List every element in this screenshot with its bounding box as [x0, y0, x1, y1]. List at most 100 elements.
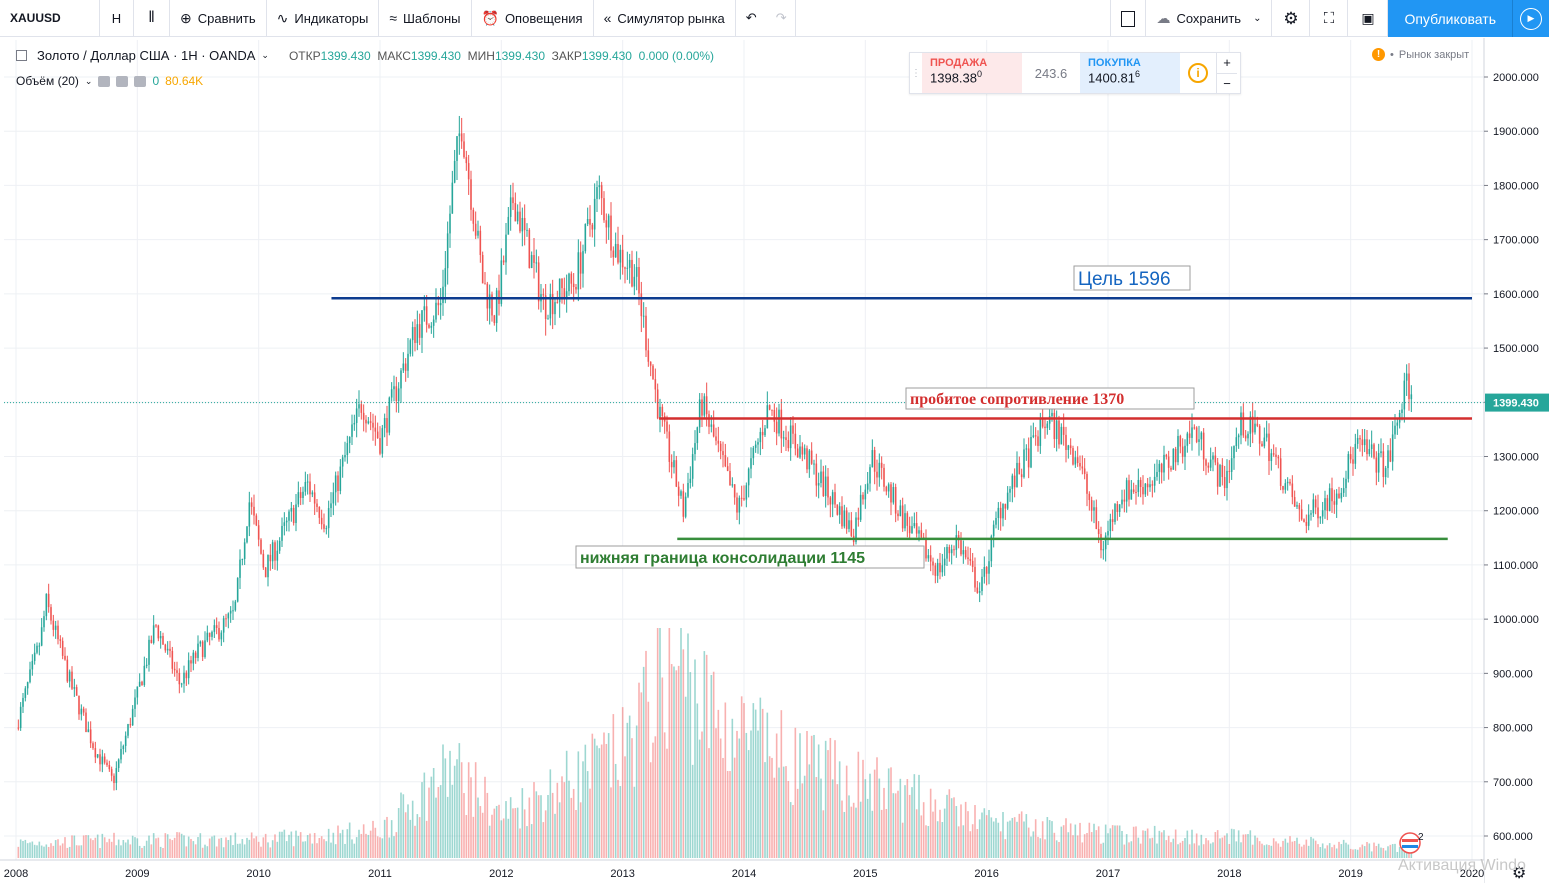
sell-button[interactable]: ПРОДАЖА 1398.380 — [922, 53, 1022, 93]
volume-label[interactable]: Объём (20) — [16, 74, 79, 88]
candle-body — [208, 632, 211, 637]
close-icon[interactable] — [134, 75, 147, 87]
volume-bar — [1079, 822, 1081, 858]
candle-body — [269, 554, 272, 562]
screenshot-button[interactable]: ▣ — [1348, 0, 1389, 37]
volume-bar — [1104, 824, 1107, 858]
plus-icon[interactable]: + — [1223, 55, 1231, 71]
candle-body — [645, 315, 647, 351]
candle-body — [1277, 456, 1280, 459]
candle-body — [85, 712, 87, 733]
volume-value: 0 — [152, 74, 160, 88]
volume-bar — [617, 779, 619, 858]
volume-bar — [283, 829, 286, 858]
volume-bar — [213, 835, 216, 858]
volume-bar — [1307, 845, 1310, 858]
candle-body — [36, 645, 38, 653]
symbol-title[interactable]: Золото / Доллар США · 1Н · OANDA — [37, 48, 256, 63]
volume-bar — [703, 651, 706, 858]
indicators-button[interactable]: ∿ Индикаторы — [267, 0, 380, 37]
publish-button[interactable]: Опубликовать — [1388, 0, 1512, 37]
market-status[interactable]: ! • Рынок закрыт — [1372, 48, 1469, 61]
indicators-label: Индикаторы — [294, 10, 369, 26]
candle-body — [1023, 449, 1025, 478]
volume-bar — [192, 841, 195, 858]
candle-body — [710, 424, 713, 427]
price-tick-label: 600.000 — [1493, 831, 1533, 843]
price-tick-label: 1100.000 — [1493, 560, 1538, 572]
fullscreen-button[interactable]: ⛶ — [1310, 0, 1349, 37]
candle-body — [274, 542, 276, 561]
eye-icon[interactable] — [98, 75, 111, 87]
volume-bar — [295, 830, 297, 858]
buy-button[interactable]: ПОКУПКА 1400.816 — [1080, 53, 1180, 93]
candle-body — [675, 460, 678, 487]
candle-body — [297, 492, 300, 505]
candle-body — [542, 294, 545, 296]
volume-bar — [745, 732, 748, 858]
save-button[interactable]: ☁ Сохранить ⌄ — [1146, 0, 1273, 37]
redo-icon: ↷ — [775, 10, 787, 25]
volume-bar — [586, 771, 589, 858]
layout-button[interactable] — [1110, 0, 1147, 37]
gear-icon[interactable] — [116, 75, 129, 87]
volume-bar — [365, 833, 367, 858]
candle-body — [185, 672, 188, 679]
price-chart[interactable]: Цель 1596 пробитое сопротивление 1370 нижн… — [0, 38, 1549, 883]
volume-bar — [866, 798, 869, 858]
volume-bars — [17, 628, 1413, 858]
undo-button[interactable]: ↶ — [736, 0, 766, 37]
volume-bar — [215, 846, 218, 858]
chevron-down-icon[interactable]: ⌄ — [84, 75, 93, 86]
volume-bar — [999, 831, 1002, 858]
candle-body — [453, 160, 456, 183]
candle-body — [1107, 531, 1109, 536]
candle-body — [537, 262, 540, 302]
volume-bar — [687, 633, 689, 858]
templates-button[interactable]: ≈ Шаблоны — [379, 0, 472, 37]
candle-body — [1314, 499, 1317, 508]
volume-bar — [1403, 846, 1406, 858]
chevron-down-icon[interactable]: ⌄ — [261, 50, 269, 60]
candle-body — [257, 525, 260, 540]
candle-body — [106, 762, 108, 766]
candle-body — [754, 444, 757, 448]
alerts-button[interactable]: ⏰ Оповещения — [472, 0, 594, 37]
candle-body — [519, 211, 521, 232]
candle-body — [1223, 477, 1226, 489]
compare-button[interactable]: ⊕ Сравнить — [170, 0, 267, 37]
candle-body — [1121, 499, 1123, 505]
volume-bar — [554, 813, 556, 858]
candle-body — [1160, 463, 1163, 473]
candle-body — [596, 187, 598, 199]
redo-button[interactable]: ↷ — [766, 0, 796, 37]
candle-body — [241, 558, 244, 560]
drag-handle-icon[interactable]: ⋮ — [911, 67, 921, 79]
toolbar-right: ☁ Сохранить ⌄ ⚙ ⛶ ▣ Опубликовать ▶ — [1110, 0, 1549, 37]
minus-icon[interactable]: − — [1217, 72, 1237, 94]
info-button[interactable]: i — [1180, 53, 1216, 93]
compare-label: Сравнить — [197, 10, 256, 26]
volume-bar — [813, 734, 815, 858]
candle-body — [656, 389, 659, 419]
candle-body — [729, 470, 731, 486]
candle-body — [379, 438, 381, 454]
chart-type-button[interactable]: ‖ — [134, 0, 170, 37]
collapse-icon[interactable] — [16, 50, 27, 61]
candle-body — [66, 659, 69, 682]
replay-button[interactable]: « Симулятор рынка — [594, 0, 736, 37]
candle-body — [880, 462, 883, 468]
candle-body — [1104, 535, 1107, 550]
volume-bar — [1342, 839, 1345, 858]
volume-bar — [1242, 834, 1245, 858]
candle-body — [1002, 504, 1004, 519]
candle-body — [1065, 434, 1067, 450]
play-button[interactable]: ▶ — [1512, 0, 1549, 37]
symbol-search[interactable]: XAUUSD — [0, 0, 100, 37]
volume-bar — [941, 821, 944, 858]
candle-body — [164, 644, 167, 651]
interval-button[interactable]: Н — [100, 0, 134, 37]
time-axis: 2008 2009 2010 2011 2012 2013 2014 2015 2016 2017… — [0, 832, 1526, 883]
settings-button[interactable]: ⚙ — [1272, 0, 1311, 37]
candle-body — [1382, 451, 1385, 478]
